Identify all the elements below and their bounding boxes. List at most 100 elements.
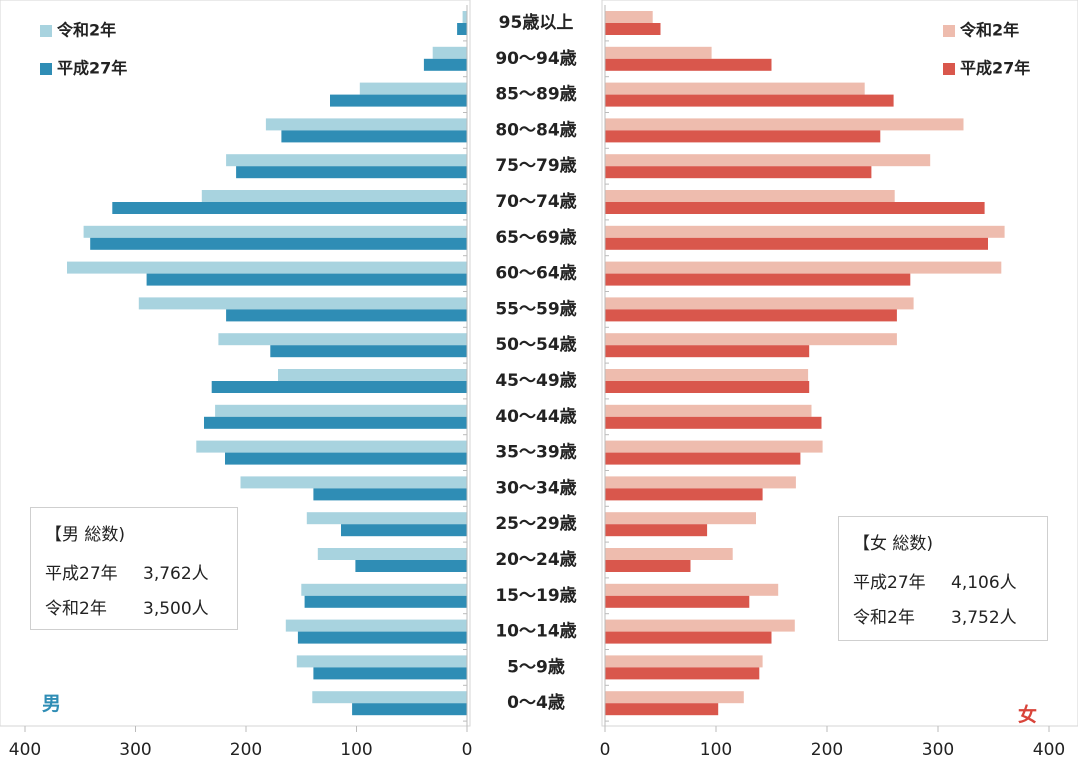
male-bar-r2 — [201, 190, 468, 202]
female-totals-row-value: 3,752人 — [951, 608, 1017, 628]
female-bar-r2 — [605, 369, 809, 381]
male-totals-row-label: 令和2年 — [45, 599, 107, 619]
female-bar-h27 — [605, 23, 661, 35]
male-bar-r2 — [83, 225, 467, 238]
female-bar-h27 — [605, 631, 772, 644]
male-bar-r2 — [265, 118, 467, 131]
female-bar-h27 — [605, 58, 772, 71]
female-totals-row-label: 平成27年 — [853, 573, 926, 593]
male-totals-row-h27: 平成27年 3,762人 — [45, 559, 223, 584]
male-bar-h27 — [211, 381, 467, 393]
age-group-label: 5〜9歳 — [507, 656, 565, 677]
female-bar-r2 — [605, 691, 744, 704]
male-bar-h27 — [281, 130, 467, 143]
male-bar-h27 — [304, 595, 467, 608]
female-bar-r2 — [605, 82, 865, 95]
age-group-label: 65〜69歳 — [495, 227, 576, 248]
female-bar-h27 — [605, 595, 750, 608]
female-bar-h27 — [605, 416, 822, 429]
male-bar-r2 — [462, 11, 467, 23]
female-bar-h27 — [605, 703, 719, 716]
male-bar-r2 — [285, 619, 467, 632]
female-bar-h27 — [605, 381, 810, 393]
age-group-label: 55〜59歳 — [495, 298, 576, 319]
female-bar-r2 — [605, 261, 1002, 274]
female-bar-h27 — [605, 94, 894, 107]
female-bar-r2 — [605, 583, 779, 596]
female-sex-label: 女 — [1018, 704, 1038, 726]
male-totals-title: 【男 総数) — [45, 525, 126, 545]
age-group-label: 25〜29歳 — [495, 513, 576, 534]
male-bar-h27 — [313, 667, 467, 680]
female-totals-row-value: 4,106人 — [951, 573, 1017, 593]
female-tick-label-0: 0 — [600, 740, 611, 760]
male-bar-h27 — [236, 166, 467, 179]
age-group-label: 60〜64歳 — [495, 263, 576, 284]
female-totals-title: 【女 総数) — [853, 534, 934, 554]
male-bar-h27 — [112, 202, 468, 214]
female-bar-r2 — [605, 655, 763, 668]
male-bar-r2 — [138, 297, 468, 310]
female-bar-h27 — [605, 452, 801, 465]
female-bar-h27 — [605, 524, 708, 537]
female-bar-h27 — [605, 237, 988, 250]
male-legend-swatch-h27 — [40, 63, 52, 75]
male-tick-label-300: 300 — [119, 740, 151, 760]
male-bar-h27 — [146, 273, 467, 286]
male-totals-row-r2: 令和2年 3,500人 — [45, 594, 223, 619]
male-bar-h27 — [90, 237, 467, 250]
female-totals-row-h27: 平成27年 4,106人 — [853, 568, 1033, 593]
male-legend-label-r2: 令和2年 — [56, 21, 116, 40]
male-bar-r2 — [312, 691, 467, 704]
male-bar-h27 — [225, 452, 467, 465]
age-group-label: 85〜89歳 — [495, 84, 576, 105]
female-totals-row-label: 令和2年 — [853, 608, 915, 628]
male-bar-h27 — [226, 309, 467, 322]
age-group-label: 10〜14歳 — [495, 621, 576, 642]
female-bar-h27 — [605, 130, 881, 143]
male-bar-h27 — [313, 488, 467, 501]
male-tick-label-100: 100 — [340, 740, 372, 760]
female-totals-row-r2: 令和2年 3,752人 — [853, 603, 1033, 628]
age-group-label: 80〜84歳 — [495, 119, 576, 140]
male-bar-r2 — [196, 440, 468, 453]
male-totals-row-value: 3,762人 — [143, 564, 209, 584]
male-totals-box: 【男 総数) 平成27年 3,762人 令和2年 3,500人 — [30, 507, 238, 630]
male-bar-r2 — [226, 154, 467, 167]
male-ticks: 0 100 200 300 400 — [9, 726, 472, 760]
male-bar-r2 — [296, 655, 467, 668]
male-totals-row-label: 平成27年 — [45, 564, 118, 584]
male-legend-swatch-r2 — [40, 25, 52, 37]
female-bar-h27 — [605, 309, 897, 322]
female-bar-h27 — [605, 488, 763, 501]
female-bar-r2 — [605, 154, 931, 167]
age-group-label: 15〜19歳 — [495, 585, 576, 606]
age-group-label: 45〜49歳 — [495, 370, 576, 391]
female-bar-r2 — [605, 512, 756, 525]
male-bar-r2 — [317, 548, 467, 560]
age-group-label: 75〜79歳 — [495, 155, 576, 176]
male-bar-r2 — [278, 369, 467, 381]
female-bar-r2 — [605, 619, 795, 632]
male-bar-h27 — [341, 524, 467, 537]
female-bar-r2 — [605, 225, 1005, 238]
male-bar-r2 — [240, 476, 467, 489]
male-bar-h27 — [352, 703, 467, 716]
age-group-label: 40〜44歳 — [495, 406, 576, 427]
female-bar-r2 — [605, 404, 812, 417]
male-bar-h27 — [355, 560, 467, 572]
age-group-label: 30〜34歳 — [495, 477, 576, 498]
female-bar-h27 — [605, 202, 985, 214]
male-bar-h27 — [204, 416, 467, 429]
female-bar-r2 — [605, 118, 964, 131]
male-bar-r2 — [301, 583, 468, 596]
female-bar-r2 — [605, 46, 712, 59]
age-group-labels: 0〜4歳 5〜9歳 10〜14歳 15〜19歳 20〜24歳 25〜29歳 30〜34歳 35… — [495, 12, 576, 713]
female-totals-box: 【女 総数) 平成27年 4,106人 令和2年 3,752人 — [838, 516, 1048, 641]
female-bars — [605, 11, 1005, 722]
female-bar-r2 — [605, 476, 796, 489]
male-tick-label-200: 200 — [230, 740, 262, 760]
